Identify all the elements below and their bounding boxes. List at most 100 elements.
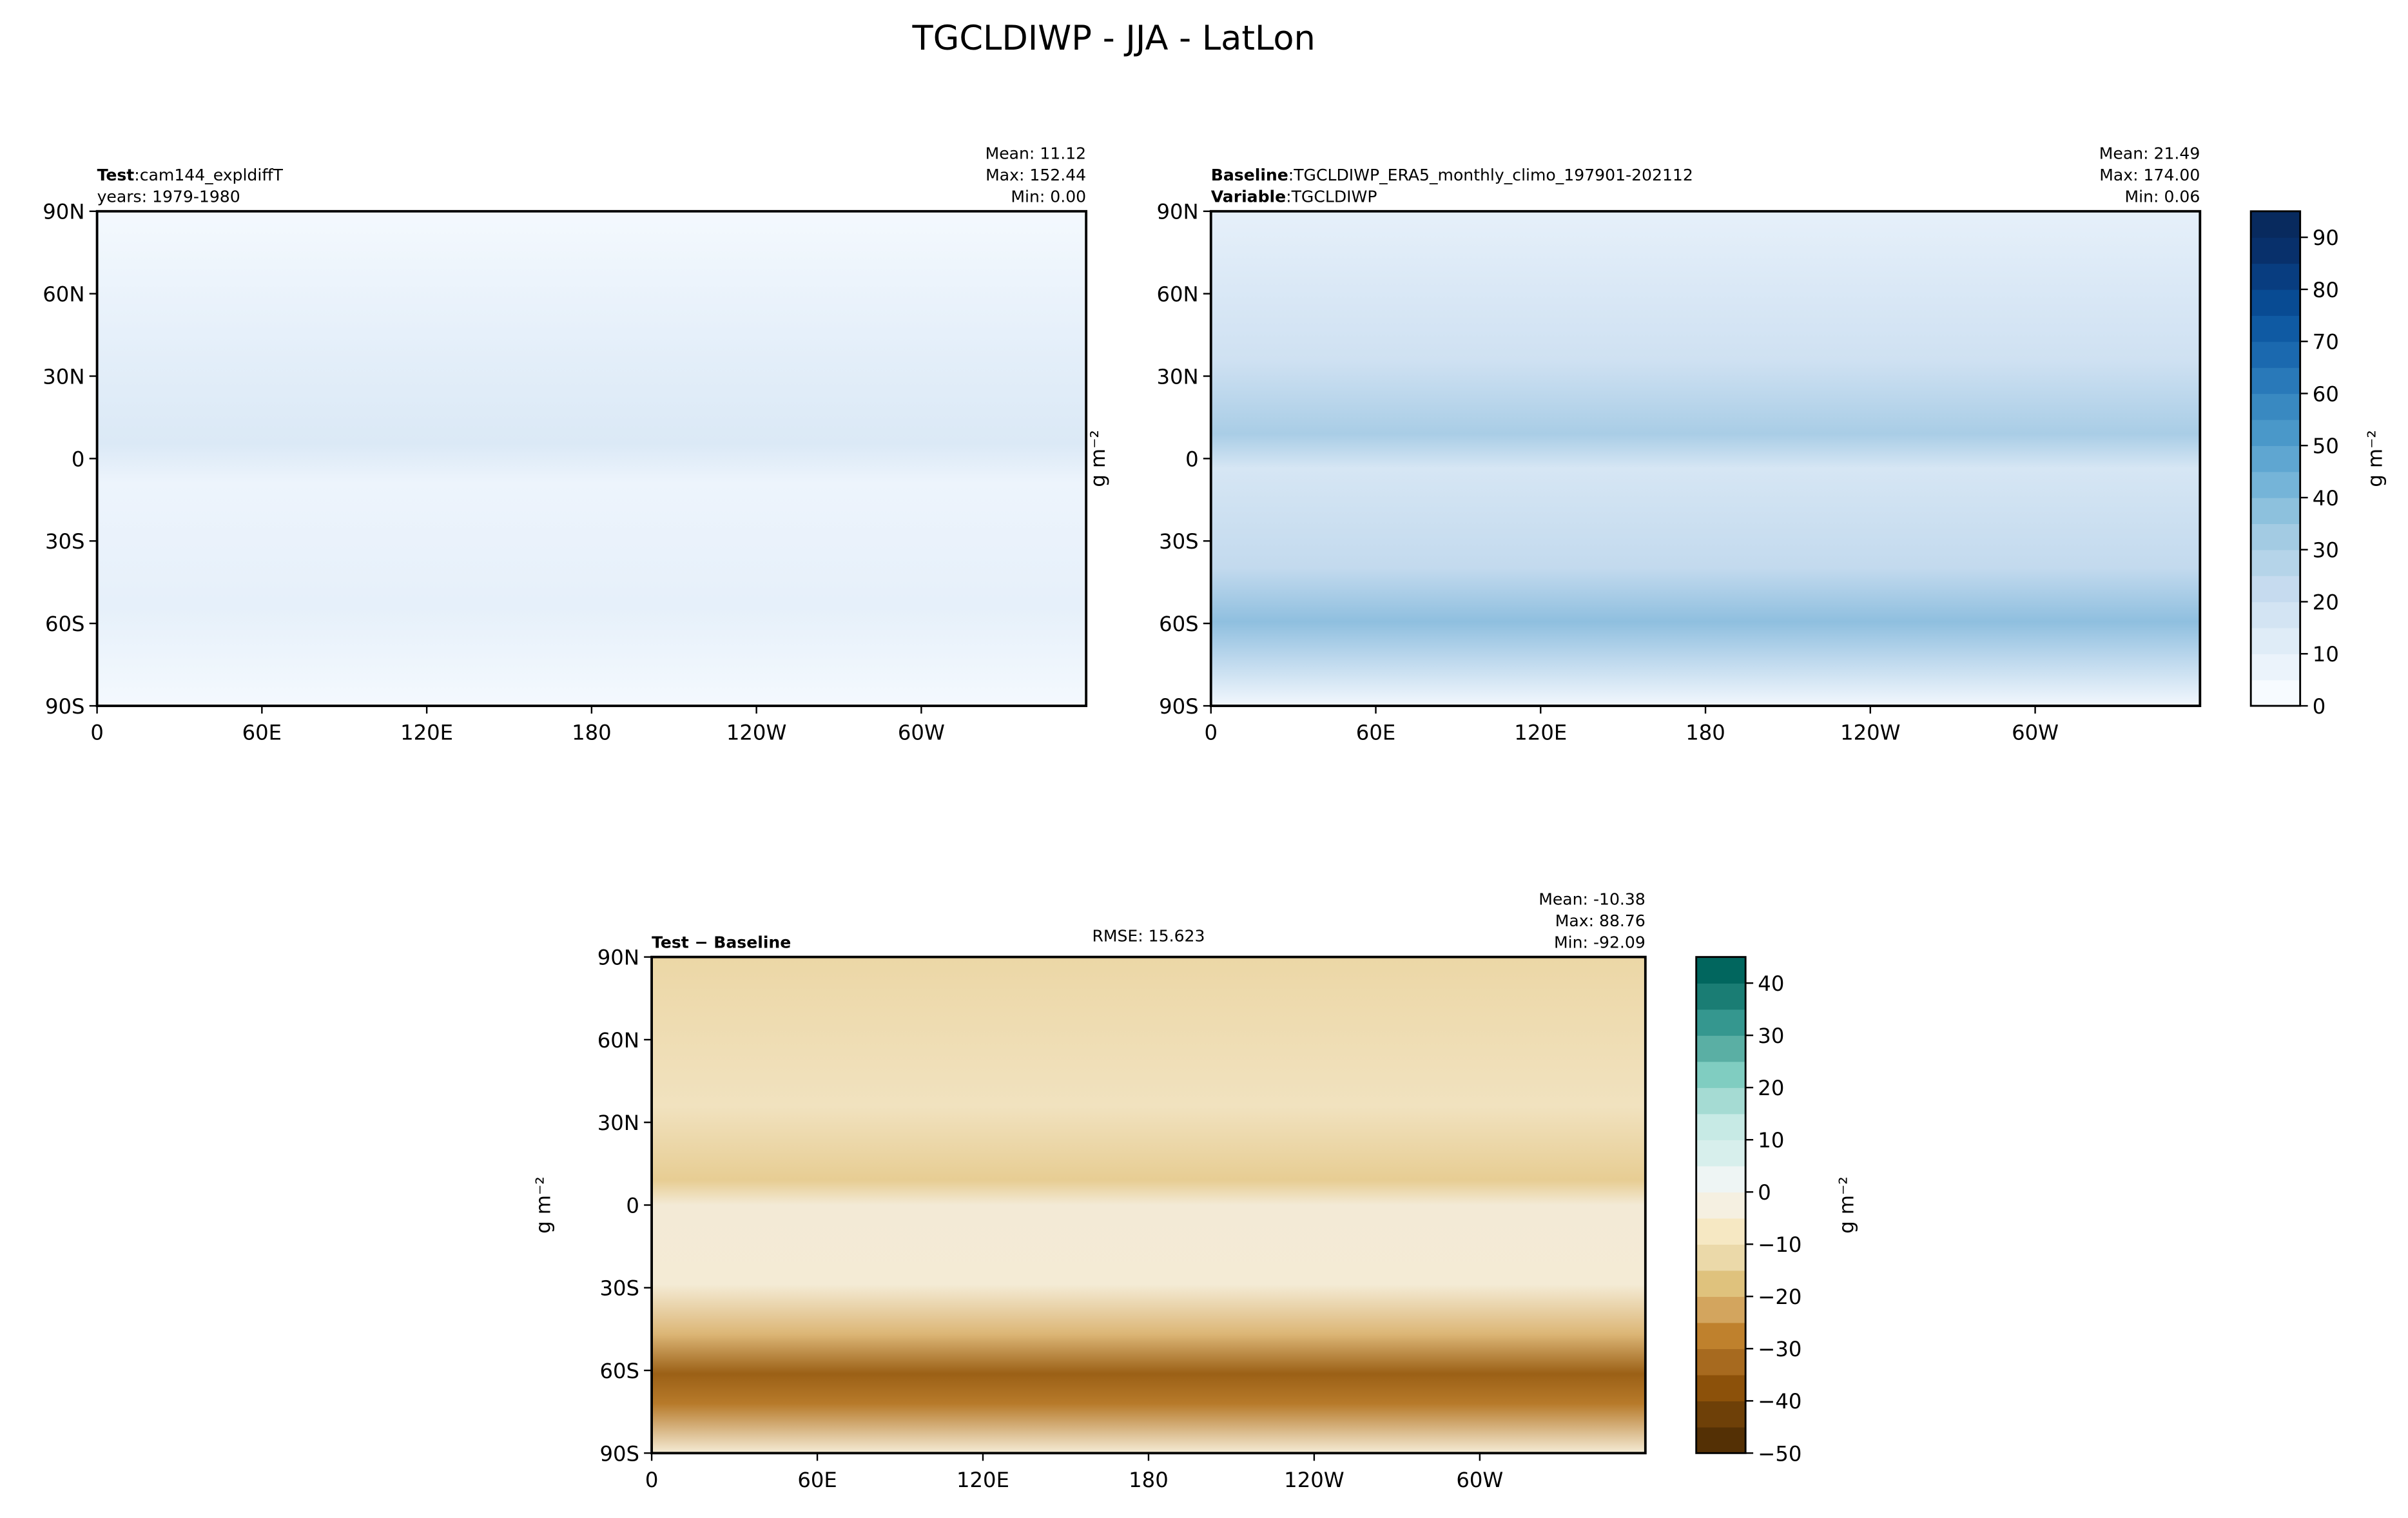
x-tick-label: 0	[645, 1468, 659, 1492]
x-tick-label: 60E	[242, 721, 282, 745]
x-tick-label: 120E	[956, 1468, 1009, 1492]
x-tick-label: 60E	[1356, 721, 1395, 745]
y-tick-label: 30S	[599, 1276, 639, 1301]
x-tick-label: 60W	[898, 721, 945, 745]
colorbar-tick-label: 10	[1758, 1128, 1784, 1153]
map-panel: 0 60E 120E 180 120W 60W 90N 60N 30N 0 30S 60S 90S Bas…	[1087, 144, 2387, 744]
x-tick-label: 120W	[1284, 1468, 1344, 1492]
x-tick-label: 180	[1685, 721, 1725, 745]
colorbar-segment	[1696, 1035, 1746, 1062]
y-tick-label: 60S	[1159, 612, 1199, 636]
colorbar-segment	[1696, 957, 1746, 984]
panel-label-bold: Test − Baseline	[652, 933, 791, 951]
panel-stat: Max: 174.00	[2099, 166, 2200, 184]
colorbar-tick-label: 30	[1758, 1024, 1784, 1048]
colorbar-segment	[1696, 1426, 1746, 1454]
colorbar-segment	[1696, 1009, 1746, 1036]
panel-stat: Min: -92.09	[1554, 933, 1646, 951]
panel-label: Test − Baseline	[652, 933, 791, 951]
y-tick-label: 30S	[45, 529, 85, 554]
y-tick-label: 90N	[43, 200, 84, 224]
colorbar-tick-label: 70	[2313, 330, 2339, 355]
colorbar-segment	[2251, 237, 2300, 264]
colorbar-segment	[2251, 471, 2300, 498]
colorbar-segment	[1696, 1322, 1746, 1350]
colorbar-tick-label: 40	[1758, 971, 1784, 996]
x-tick-label: 120E	[1514, 721, 1567, 745]
y-tick-label: 0	[72, 447, 85, 471]
colorbar-tick-label: 30	[2313, 538, 2339, 563]
colorbar-segment	[2251, 576, 2300, 603]
colorbar-tick-label: 20	[2313, 590, 2339, 614]
colorbar-segment	[2251, 549, 2300, 576]
colorbar-segment	[1696, 983, 1746, 1010]
panel-label-bold: Variable	[1211, 187, 1286, 206]
panel-label-text: :TGCLDIWP	[1286, 187, 1377, 206]
colorbar-frame	[1695, 956, 1747, 1454]
colorbar-segment	[1696, 1165, 1746, 1192]
colorbar-segment	[1696, 1270, 1746, 1297]
y-axis-label: g m⁻²	[1087, 430, 1110, 487]
y-tick-label: 90S	[1159, 694, 1199, 719]
panel-label: years: 1979-1980	[97, 187, 240, 206]
colorbar-segment	[2251, 263, 2300, 290]
colorbar-segment	[1696, 1401, 1746, 1428]
y-tick-label: 30N	[597, 1111, 639, 1135]
panel-label: Baseline:TGCLDIWP_ERA5_monthly_climo_197…	[1211, 166, 1693, 184]
y-tick-label: 60N	[597, 1028, 639, 1053]
panel-stat: Mean: 21.49	[2099, 144, 2200, 162]
x-tick-label: 0	[90, 721, 104, 745]
colorbar-tick-label: 40	[2313, 486, 2339, 511]
map-field	[652, 957, 1646, 1454]
panel-center-text: RMSE: 15.623	[1092, 927, 1205, 946]
x-tick-label: 120E	[400, 721, 453, 745]
panel-stat: Mean: -10.38	[1539, 890, 1646, 908]
colorbar-label: g m⁻²	[2364, 430, 2387, 487]
panel-label-text: :TGCLDIWP_ERA5_monthly_climo_197901-2021…	[1288, 166, 1693, 184]
colorbar-segment	[2251, 627, 2300, 654]
panel-stat: Max: 88.76	[1555, 911, 1646, 930]
x-tick-label: 180	[1129, 1468, 1169, 1492]
colorbar-segment	[2251, 211, 2300, 238]
colorbar-frame	[2249, 210, 2302, 707]
x-tick-label: 60E	[797, 1468, 837, 1492]
panel-stat: Min: 0.06	[2125, 187, 2200, 206]
panel-stat: Max: 152.44	[986, 166, 1086, 184]
colorbar-segment	[2251, 497, 2300, 525]
colorbar-tick-label: −30	[1758, 1337, 1801, 1361]
map-field	[1210, 211, 2200, 706]
colorbar-label: g m⁻²	[1836, 1176, 1859, 1234]
colorbar-segment	[2251, 679, 2300, 706]
y-tick-label: 60S	[599, 1359, 639, 1383]
colorbar-segment	[2251, 367, 2300, 394]
colorbar-segment	[2251, 419, 2300, 446]
y-tick-label: 30N	[1156, 364, 1198, 389]
colorbar-segment	[2251, 445, 2300, 472]
colorbar-tick-label: 90	[2313, 226, 2339, 250]
colorbar-tick-label: −20	[1758, 1285, 1801, 1309]
colorbar-segment	[1696, 1296, 1746, 1323]
colorbar-segment	[1696, 1113, 1746, 1140]
x-tick-label: 60W	[1456, 1468, 1503, 1492]
x-tick-label: 60W	[2012, 721, 2059, 745]
y-tick-label: 90N	[597, 946, 639, 970]
map-panel: 0 60E 120E 180 120W 60W 90N 60N 30N 0 30S 60S 90S Tes…	[43, 144, 1088, 745]
colorbar-segment	[1696, 1218, 1746, 1245]
colorbar-tick-label: 80	[2313, 278, 2339, 302]
panel-label-text: :cam144_expldiffT	[134, 166, 283, 184]
panel-label-bold: Baseline	[1211, 166, 1288, 184]
panel-stat: Mean: 11.12	[986, 144, 1087, 162]
colorbar-tick-label: 0	[1758, 1180, 1771, 1205]
panel-label: Variable:TGCLDIWP	[1211, 187, 1377, 206]
colorbar-segment	[1696, 1140, 1746, 1167]
colorbar-tick-label: 20	[1758, 1076, 1784, 1100]
colorbar-tick-label: −40	[1758, 1389, 1801, 1414]
map-field	[97, 211, 1087, 706]
colorbar-segment	[2251, 393, 2300, 420]
colorbar-tick-label: −10	[1758, 1232, 1801, 1257]
y-tick-label: 60S	[45, 612, 85, 636]
panel-label: Test:cam144_expldiffT	[97, 166, 284, 184]
x-tick-label: 0	[1204, 721, 1218, 745]
colorbar-segment	[1696, 1192, 1746, 1219]
